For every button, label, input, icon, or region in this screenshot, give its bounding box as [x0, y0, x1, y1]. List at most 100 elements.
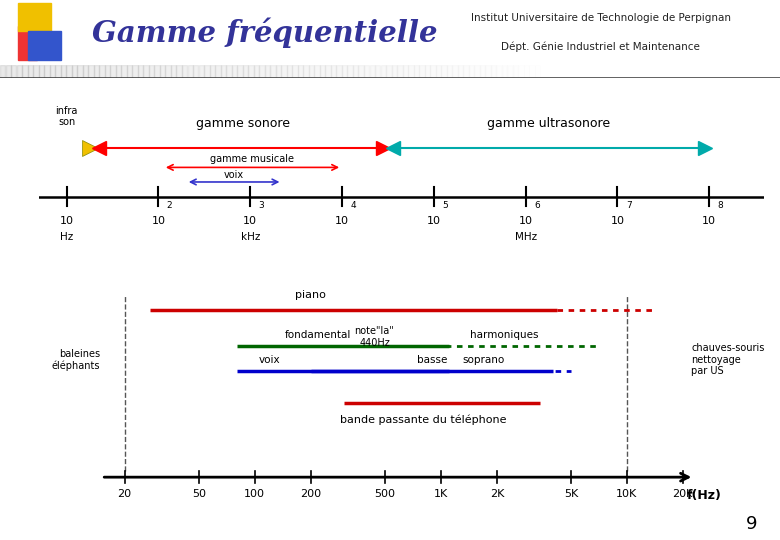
Text: 500: 500: [374, 489, 395, 499]
Text: kHz: kHz: [240, 232, 260, 242]
Bar: [535, 65, 541, 78]
Bar: [413, 65, 419, 78]
Text: 50: 50: [192, 489, 206, 499]
Bar: [447, 65, 452, 78]
Bar: [171, 65, 176, 78]
Text: harmoniques: harmoniques: [470, 330, 539, 340]
Bar: [452, 65, 458, 78]
Bar: [485, 65, 491, 78]
Text: gamme ultrasonore: gamme ultrasonore: [487, 117, 610, 130]
Bar: [33, 65, 38, 78]
Bar: [232, 65, 237, 78]
Bar: [110, 65, 115, 78]
Bar: [154, 65, 160, 78]
Bar: [381, 65, 386, 78]
Bar: [237, 65, 243, 78]
Bar: [243, 65, 248, 78]
Text: 20k: 20k: [672, 489, 693, 499]
Bar: [11, 65, 16, 78]
Text: Dépt. Génie Industriel et Maintenance: Dépt. Génie Industriel et Maintenance: [502, 42, 700, 52]
Bar: [105, 65, 110, 78]
Bar: [298, 65, 303, 78]
Bar: [541, 65, 546, 78]
Text: voix: voix: [224, 170, 244, 180]
Bar: [463, 65, 469, 78]
Bar: [50, 65, 55, 78]
Text: note"la"
440Hz: note"la" 440Hz: [355, 326, 395, 348]
Text: 7: 7: [626, 201, 632, 211]
Bar: [193, 65, 198, 78]
Bar: [55, 65, 61, 78]
Bar: [77, 65, 83, 78]
Bar: [314, 65, 320, 78]
Bar: [320, 65, 325, 78]
Text: 20: 20: [118, 489, 132, 499]
Bar: [199, 65, 204, 78]
Bar: [508, 65, 513, 78]
Text: bande passante du téléphone: bande passante du téléphone: [339, 414, 506, 425]
Bar: [287, 65, 292, 78]
Text: MHz: MHz: [515, 232, 537, 242]
Bar: [61, 65, 66, 78]
Text: voix: voix: [259, 355, 280, 365]
Text: 5K: 5K: [564, 489, 578, 499]
Bar: [18, 3, 51, 31]
Bar: [524, 65, 530, 78]
Bar: [513, 65, 519, 78]
Text: 4: 4: [350, 201, 356, 211]
Bar: [309, 65, 314, 78]
Text: Hz: Hz: [60, 232, 73, 242]
Text: 10: 10: [243, 216, 257, 226]
Bar: [99, 65, 105, 78]
Bar: [431, 65, 436, 78]
Text: 10: 10: [151, 216, 165, 226]
Bar: [292, 65, 298, 78]
Text: 1K: 1K: [434, 489, 448, 499]
Bar: [270, 65, 275, 78]
Bar: [392, 65, 397, 78]
Text: 100: 100: [244, 489, 265, 499]
Bar: [480, 65, 485, 78]
Text: 10: 10: [519, 216, 533, 226]
Bar: [303, 65, 309, 78]
Bar: [0, 65, 5, 78]
Bar: [254, 65, 259, 78]
Bar: [331, 65, 336, 78]
Bar: [458, 65, 463, 78]
Bar: [375, 65, 381, 78]
Text: 10: 10: [702, 216, 716, 226]
Bar: [474, 65, 480, 78]
Bar: [133, 65, 138, 78]
Bar: [397, 65, 402, 78]
Text: 10: 10: [611, 216, 625, 226]
Bar: [226, 65, 232, 78]
Bar: [370, 65, 375, 78]
Bar: [165, 65, 171, 78]
Text: baleines
éléphants: baleines éléphants: [51, 348, 100, 371]
Bar: [530, 65, 535, 78]
Bar: [83, 65, 88, 78]
Bar: [282, 65, 287, 78]
Bar: [441, 65, 447, 78]
Bar: [115, 65, 121, 78]
Bar: [546, 65, 551, 78]
Bar: [72, 65, 77, 78]
Bar: [138, 65, 144, 78]
Bar: [276, 65, 282, 78]
Bar: [402, 65, 408, 78]
Bar: [27, 65, 33, 78]
Bar: [408, 65, 413, 78]
Text: 2: 2: [167, 201, 172, 211]
Bar: [469, 65, 474, 78]
Bar: [519, 65, 524, 78]
Text: gamme musicale: gamme musicale: [211, 154, 295, 164]
Text: 10: 10: [335, 216, 349, 226]
Bar: [94, 65, 99, 78]
Bar: [22, 65, 27, 78]
Text: 2K: 2K: [490, 489, 504, 499]
Bar: [221, 65, 226, 78]
Bar: [336, 65, 342, 78]
Bar: [160, 65, 165, 78]
Bar: [28, 31, 61, 59]
Text: 10K: 10K: [616, 489, 637, 499]
